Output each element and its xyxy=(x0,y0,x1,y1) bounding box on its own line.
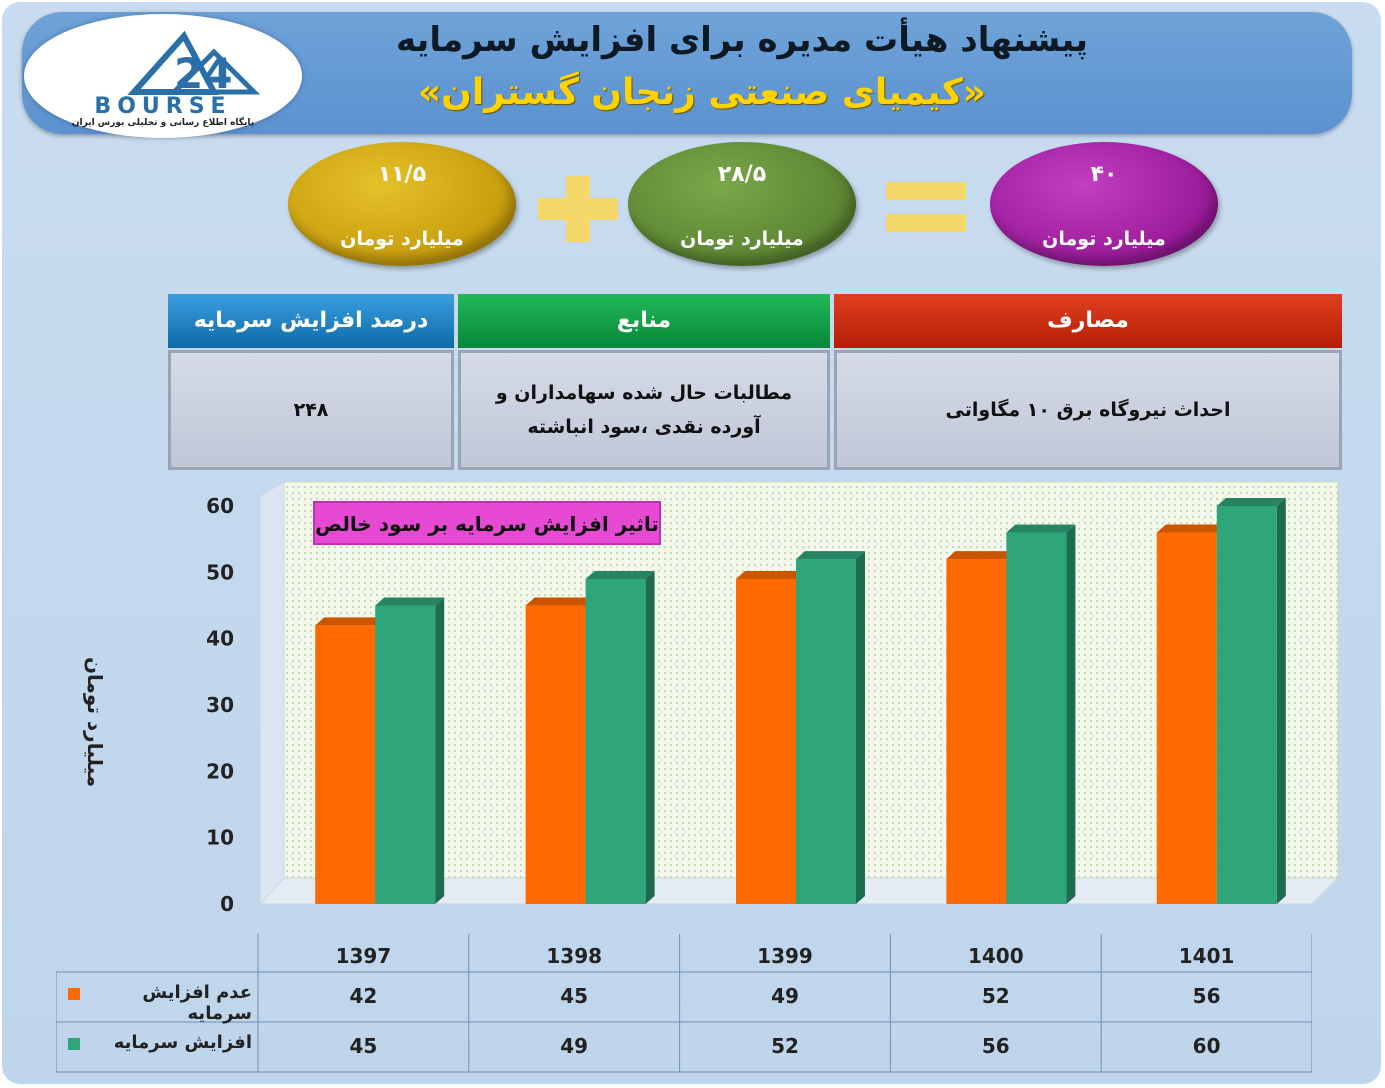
bar-top-عدم افزایش سرمایه-1400 xyxy=(946,551,1016,560)
bar-عدم افزایش سرمایه-1399 xyxy=(736,578,796,904)
y-tick-label: 50 xyxy=(206,560,234,584)
amount-unit: میلیارد تومان xyxy=(1042,228,1166,250)
data-value-label: 56 xyxy=(981,1034,1010,1058)
bar-عدم افزایش سرمایه-1401 xyxy=(1156,532,1217,904)
data-value-label: 42 xyxy=(349,984,378,1008)
bar-top-افزایش سرمایه-1400 xyxy=(1006,524,1076,533)
amount-unit: میلیارد تومان xyxy=(340,228,464,250)
data-value-label: 60 xyxy=(1192,1034,1221,1058)
bar-top-افزایش سرمایه-1399 xyxy=(796,551,865,560)
info-table: درصد افزایش سرمایه منابع مصارف ۲۴۸ مطالب… xyxy=(168,294,1342,472)
y-tick-label: 10 xyxy=(206,826,234,850)
cell-sources: مطالبات حال شده سهامداران و آورده نقدی ،… xyxy=(458,350,830,470)
logo-word: BOURSE xyxy=(94,94,232,119)
chart-title: تاثیر افزایش سرمایه بر سود خالص xyxy=(315,512,659,536)
cell-uses: احداث نیروگاه برق ۱۰ مگاواتی xyxy=(834,350,1342,470)
amount-value: ۲۸/۵ xyxy=(717,162,767,187)
plus-icon xyxy=(538,176,618,242)
page-title: پیشنهاد هیأت مدیره برای افزایش سرمایه xyxy=(395,20,1089,60)
x-category-label: 1401 xyxy=(1178,944,1235,968)
logo-subtitle: پایگاه اطلاع رسانی و تحلیلی بورس ایران xyxy=(71,118,255,128)
x-category-label: 1399 xyxy=(757,944,813,968)
data-value-label: 45 xyxy=(349,1034,378,1058)
data-value-label: 49 xyxy=(771,984,799,1008)
equals-icon xyxy=(886,182,966,232)
data-value-label: 52 xyxy=(771,1034,799,1058)
data-value-label: 45 xyxy=(560,984,589,1008)
header-sources: منابع xyxy=(458,294,830,348)
bar-افزایش سرمایه-1400 xyxy=(1006,532,1067,904)
y-tick-label: 0 xyxy=(220,892,234,916)
sources-line-1: مطالبات حال شده سهامداران و xyxy=(495,382,793,404)
amount-ellipse-part2: ۱۱/۵ میلیارد تومان xyxy=(288,142,516,266)
plot-side-wall xyxy=(259,481,285,906)
company-name: «کیمیای صنعتی زنجان گستران» xyxy=(417,72,987,113)
bar-top-افزایش سرمایه-1397 xyxy=(375,597,445,606)
legend-swatch xyxy=(68,1038,80,1050)
amount-ellipse-total: ۴۰ میلیارد تومان xyxy=(990,142,1218,266)
bar-chart: 0 10 20 30 40 50 60 میلیارد تومان تاثیر افزایش س… xyxy=(83,481,1340,916)
amount-value: ۱۱/۵ xyxy=(377,162,427,187)
amount-unit: میلیارد تومان xyxy=(680,228,804,250)
legend-label: عدم افزایش سرمایه xyxy=(142,982,252,1024)
amount-ellipse-part1: ۲۸/۵ میلیارد تومان xyxy=(628,142,856,266)
chart-title-box xyxy=(313,501,661,545)
logo-mark-icon: 24 xyxy=(127,30,261,98)
bar-عدم افزایش سرمایه-1400 xyxy=(946,559,1007,904)
bar-top-عدم افزایش سرمایه-1401 xyxy=(1156,524,1226,533)
y-tick-label: 20 xyxy=(206,759,234,783)
legend-label: افزایش سرمایه xyxy=(113,1032,252,1053)
bar-side-افزایش سرمایه-1397 xyxy=(435,597,445,904)
bar-top-افزایش سرمایه-1398 xyxy=(585,570,655,579)
y-tick-label: 30 xyxy=(206,693,234,717)
data-value-label: 52 xyxy=(981,984,1010,1008)
bar-side-افزایش سرمایه-1398 xyxy=(645,570,655,904)
amount-value: ۴۰ xyxy=(1090,162,1118,187)
y-tick-label: 40 xyxy=(206,627,234,651)
bar-top-عدم افزایش سرمایه-1399 xyxy=(736,570,805,579)
bar-عدم افزایش سرمایه-1398 xyxy=(525,605,586,904)
x-category-label: 1400 xyxy=(967,944,1024,968)
bar-افزایش سرمایه-1399 xyxy=(796,559,856,904)
data-table-grid xyxy=(56,934,1312,1073)
y-tick-label: 60 xyxy=(206,494,234,518)
bar-افزایش سرمایه-1397 xyxy=(375,605,436,904)
data-table: 1397 1398 1399 1400 1401 عدم افزایش سرمایه 42 4… xyxy=(56,934,1312,1074)
data-value-label: 56 xyxy=(1192,984,1221,1008)
y-axis-label: میلیارد تومان xyxy=(83,657,107,787)
data-value-label: 49 xyxy=(560,1034,589,1058)
bar-top-افزایش سرمایه-1401 xyxy=(1216,498,1286,506)
legend-swatch xyxy=(68,988,80,1000)
cell-percent: ۲۴۸ xyxy=(168,350,454,470)
bar-افزایش سرمایه-1401 xyxy=(1216,506,1277,904)
bar-side-افزایش سرمایه-1400 xyxy=(1066,524,1076,904)
bar-side-افزایش سرمایه-1399 xyxy=(856,551,865,904)
x-category-label: 1397 xyxy=(335,944,392,968)
sources-line-2: آورده نقدی ،سود انباشته xyxy=(527,416,761,438)
bourse24-logo: 24 BOURSE پایگاه اطلاع رسانی و تحلیلی بو… xyxy=(24,14,302,138)
x-category-label: 1398 xyxy=(546,944,603,968)
bar-افزایش سرمایه-1398 xyxy=(585,578,646,904)
bar-عدم افزایش سرمایه-1397 xyxy=(315,625,376,904)
bar-top-عدم افزایش سرمایه-1398 xyxy=(525,597,595,606)
logo-number: 24 xyxy=(174,49,232,98)
header-uses: مصارف xyxy=(834,294,1342,348)
header-percent: درصد افزایش سرمایه xyxy=(168,294,454,348)
bar-top-عدم افزایش سرمایه-1397 xyxy=(315,617,385,626)
bar-side-افزایش سرمایه-1401 xyxy=(1276,498,1286,904)
